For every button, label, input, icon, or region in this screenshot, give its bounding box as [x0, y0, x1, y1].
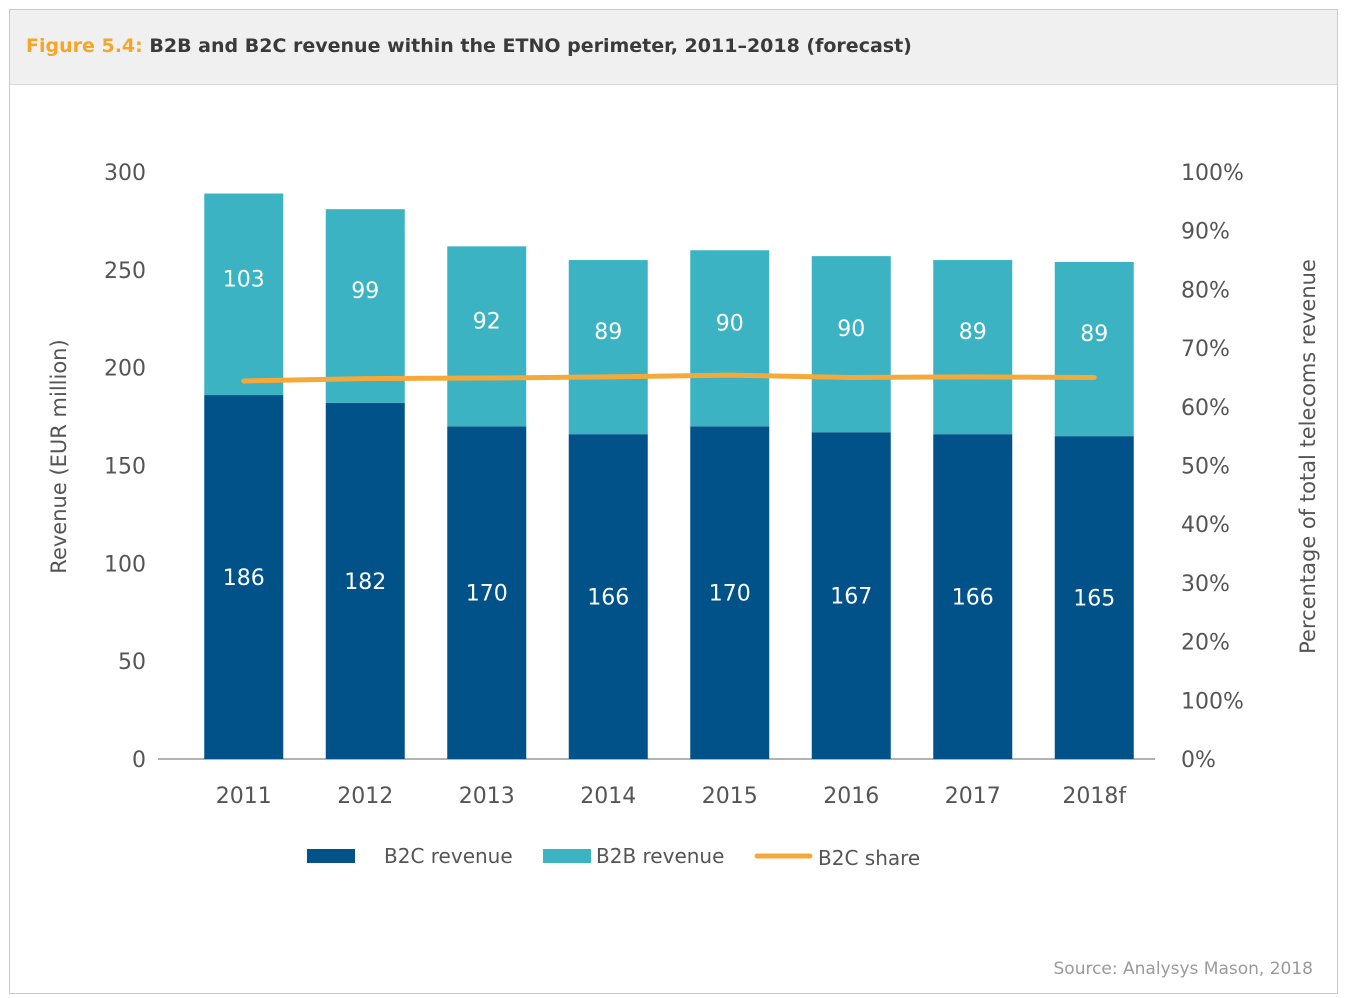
bar-b2b-revenue — [1054, 262, 1134, 437]
y-tick-label: 300 — [104, 161, 146, 186]
bar-b2c-revenue — [325, 402, 405, 759]
x-tick-label: 2017 — [945, 784, 1001, 809]
y2-tick-label: 0% — [1181, 748, 1216, 773]
data-label-b2b: 90 — [716, 311, 744, 336]
y2-tick-label: 20% — [1181, 631, 1230, 656]
y-tick-label: 100 — [104, 552, 146, 577]
data-label-b2c: 166 — [952, 586, 994, 611]
y2-tick-label: 30% — [1181, 572, 1230, 597]
x-tick-label: 2018f — [1062, 784, 1127, 809]
data-label-b2c: 186 — [223, 566, 265, 591]
x-tick-label: 2016 — [823, 784, 879, 809]
bar-b2c-revenue — [811, 432, 891, 759]
y2-tick-label: 80% — [1181, 278, 1230, 303]
y2-tick-label: 50% — [1181, 455, 1230, 480]
x-tick-label: 2012 — [337, 784, 393, 809]
data-label-b2b: 89 — [1080, 322, 1108, 347]
y-tick-label: 0 — [132, 748, 146, 773]
line-b2c-share — [241, 372, 1097, 384]
y-tick-label: 250 — [104, 259, 146, 284]
figure-header: Figure 5.4: B2B and B2C revenue within t… — [10, 10, 1337, 85]
data-label-b2c: 166 — [587, 586, 629, 611]
legend-swatch-b2c — [307, 849, 355, 863]
data-label-b2b: 90 — [837, 317, 865, 342]
data-label-b2c: 167 — [830, 585, 872, 610]
data-label-b2b: 89 — [594, 320, 622, 345]
figure-title-text: B2B and B2C revenue within the ETNO peri… — [149, 35, 912, 57]
bar-b2c-revenue — [447, 426, 527, 759]
y-axis-title: Revenue (EUR million) — [47, 339, 71, 573]
x-tick-label: 2014 — [580, 784, 636, 809]
bar-b2c-revenue — [204, 395, 284, 759]
y-tick-label: 200 — [104, 357, 146, 382]
x-tick-label: 2015 — [702, 784, 758, 809]
bar-b2c-revenue — [1054, 436, 1134, 759]
legend-label-b2c: B2C revenue — [384, 844, 513, 868]
bar-b2b-revenue — [811, 256, 891, 433]
data-label-b2b: 89 — [959, 320, 987, 345]
y2-tick-label: 60% — [1181, 396, 1230, 421]
source-note: Source: Analysys Mason, 2018 — [1053, 959, 1314, 979]
y2-axis-title: Percentage of total telecoms revenue — [1296, 259, 1320, 654]
data-label-b2c: 165 — [1073, 587, 1115, 612]
bar-b2b-revenue — [204, 193, 284, 396]
figure-title: Figure 5.4: B2B and B2C revenue within t… — [26, 35, 912, 57]
y2-tick-label: 40% — [1181, 513, 1230, 538]
y2-tick-label: 100% — [1181, 689, 1244, 714]
y-tick-label: 150 — [104, 455, 146, 480]
y2-tick-label: 70% — [1181, 337, 1230, 362]
bar-b2b-revenue — [447, 246, 527, 427]
y2-tick-label: 90% — [1181, 220, 1230, 245]
y2-tick-label: 100% — [1181, 161, 1244, 186]
x-tick-label: 2013 — [459, 784, 515, 809]
bar-b2c-revenue — [933, 434, 1013, 759]
bar-b2b-revenue — [933, 260, 1013, 435]
y-tick-label: 50 — [118, 650, 146, 675]
data-label-b2c: 182 — [344, 570, 386, 595]
figure-label: Figure 5.4: — [26, 35, 143, 57]
data-label-b2b: 103 — [223, 267, 265, 292]
legend-label-b2b: B2B revenue — [596, 844, 724, 868]
bar-b2c-revenue — [568, 434, 648, 759]
legend-label-share: B2C share — [818, 846, 920, 870]
data-label-b2c: 170 — [709, 582, 751, 607]
data-label-b2b: 99 — [351, 279, 379, 304]
data-label-b2c: 170 — [466, 582, 508, 607]
bar-b2b-revenue — [325, 209, 405, 403]
x-tick-label: 2011 — [216, 784, 272, 809]
legend-swatch-b2b — [543, 849, 591, 863]
chart-root: 0 50 100 150 200 250 300 0% 100% 20% 30% 40% 50% 60% 7… — [47, 161, 1320, 870]
data-label-b2b: 92 — [473, 309, 501, 334]
bar-b2c-revenue — [690, 426, 770, 759]
bar-b2b-revenue — [568, 260, 648, 435]
bar-b2b-revenue — [690, 250, 770, 427]
